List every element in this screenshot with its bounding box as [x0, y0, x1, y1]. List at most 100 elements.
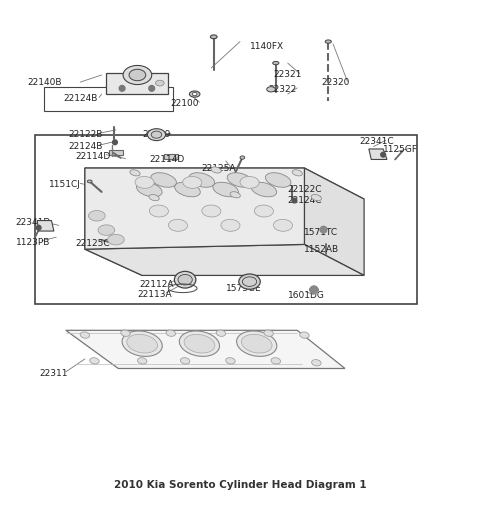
- Ellipse shape: [292, 170, 302, 176]
- Ellipse shape: [190, 91, 200, 97]
- Ellipse shape: [213, 182, 239, 197]
- Text: 22321: 22321: [274, 71, 302, 80]
- Text: 2010 Kia Sorento Cylinder Head Diagram 1: 2010 Kia Sorento Cylinder Head Diagram 1: [114, 481, 366, 491]
- Ellipse shape: [149, 194, 159, 201]
- Ellipse shape: [98, 225, 115, 236]
- Ellipse shape: [226, 358, 235, 364]
- Text: 22125C: 22125C: [75, 239, 110, 248]
- Ellipse shape: [121, 330, 130, 336]
- Polygon shape: [85, 168, 142, 276]
- Ellipse shape: [90, 358, 99, 364]
- Ellipse shape: [267, 86, 276, 92]
- Ellipse shape: [271, 358, 280, 364]
- Ellipse shape: [136, 182, 162, 197]
- Polygon shape: [37, 221, 54, 231]
- Ellipse shape: [168, 219, 188, 231]
- Text: 1571TC: 1571TC: [304, 228, 338, 237]
- Ellipse shape: [311, 194, 322, 201]
- Ellipse shape: [175, 182, 200, 197]
- Ellipse shape: [108, 235, 124, 245]
- Text: 22124C: 22124C: [288, 196, 322, 205]
- Ellipse shape: [325, 40, 331, 43]
- Ellipse shape: [123, 65, 152, 84]
- Text: 22320: 22320: [321, 77, 349, 86]
- Polygon shape: [107, 73, 168, 94]
- Text: 1601DG: 1601DG: [288, 291, 324, 300]
- Ellipse shape: [174, 271, 196, 288]
- Ellipse shape: [265, 173, 291, 187]
- Ellipse shape: [180, 358, 190, 364]
- Ellipse shape: [166, 330, 176, 336]
- Ellipse shape: [274, 219, 292, 231]
- Ellipse shape: [122, 331, 162, 356]
- Polygon shape: [85, 168, 364, 199]
- Text: 22122C: 22122C: [288, 185, 322, 194]
- Circle shape: [36, 226, 41, 230]
- Text: 22113A: 22113A: [137, 290, 172, 299]
- Ellipse shape: [216, 330, 226, 336]
- Ellipse shape: [129, 69, 146, 81]
- Text: 22140B: 22140B: [28, 77, 62, 86]
- Text: 22114D: 22114D: [149, 155, 185, 164]
- Circle shape: [292, 198, 297, 203]
- Ellipse shape: [210, 35, 217, 38]
- Text: 22341C: 22341C: [360, 138, 394, 147]
- Ellipse shape: [88, 210, 105, 221]
- Ellipse shape: [273, 62, 279, 65]
- Text: 1151CJ: 1151CJ: [49, 180, 81, 189]
- Text: 22114D: 22114D: [75, 152, 110, 161]
- Ellipse shape: [300, 332, 309, 338]
- Ellipse shape: [184, 334, 215, 353]
- Ellipse shape: [240, 156, 245, 159]
- Polygon shape: [85, 168, 304, 249]
- Ellipse shape: [254, 205, 274, 217]
- FancyBboxPatch shape: [109, 150, 123, 155]
- Ellipse shape: [151, 131, 162, 138]
- Text: 1573GE: 1573GE: [226, 284, 261, 293]
- Ellipse shape: [135, 177, 154, 188]
- Ellipse shape: [241, 334, 272, 353]
- Text: 1152AB: 1152AB: [304, 245, 339, 253]
- Circle shape: [310, 286, 318, 294]
- Text: 22125A: 22125A: [202, 163, 236, 172]
- Text: 1140FX: 1140FX: [250, 42, 284, 51]
- Circle shape: [119, 85, 125, 91]
- Ellipse shape: [180, 331, 219, 356]
- Text: 22322: 22322: [269, 85, 297, 94]
- Polygon shape: [304, 168, 364, 276]
- Polygon shape: [85, 245, 364, 276]
- Ellipse shape: [312, 359, 321, 366]
- Text: 22100: 22100: [171, 99, 199, 108]
- Text: 22129: 22129: [142, 130, 170, 139]
- Ellipse shape: [230, 192, 240, 198]
- Circle shape: [381, 152, 385, 157]
- Polygon shape: [369, 149, 387, 160]
- Ellipse shape: [127, 334, 157, 353]
- Ellipse shape: [189, 173, 215, 187]
- Ellipse shape: [237, 331, 277, 356]
- Ellipse shape: [178, 275, 192, 285]
- Ellipse shape: [211, 167, 221, 173]
- Ellipse shape: [264, 330, 274, 336]
- FancyBboxPatch shape: [164, 154, 178, 159]
- Text: 22124B: 22124B: [68, 142, 103, 151]
- Ellipse shape: [240, 177, 259, 188]
- Ellipse shape: [80, 332, 90, 338]
- Ellipse shape: [151, 173, 177, 187]
- Ellipse shape: [137, 358, 147, 364]
- Ellipse shape: [130, 170, 140, 176]
- Circle shape: [320, 226, 327, 233]
- Text: 22122B: 22122B: [68, 130, 103, 139]
- Ellipse shape: [147, 129, 166, 141]
- Text: 22124B: 22124B: [63, 94, 98, 103]
- Ellipse shape: [149, 205, 168, 217]
- Ellipse shape: [251, 182, 276, 197]
- Ellipse shape: [227, 173, 253, 187]
- Ellipse shape: [183, 177, 202, 188]
- Text: 22341D: 22341D: [16, 218, 51, 228]
- Ellipse shape: [221, 219, 240, 231]
- Ellipse shape: [202, 205, 221, 217]
- Text: 1125GF: 1125GF: [383, 145, 418, 154]
- Polygon shape: [66, 330, 345, 368]
- Text: 22311: 22311: [39, 369, 68, 378]
